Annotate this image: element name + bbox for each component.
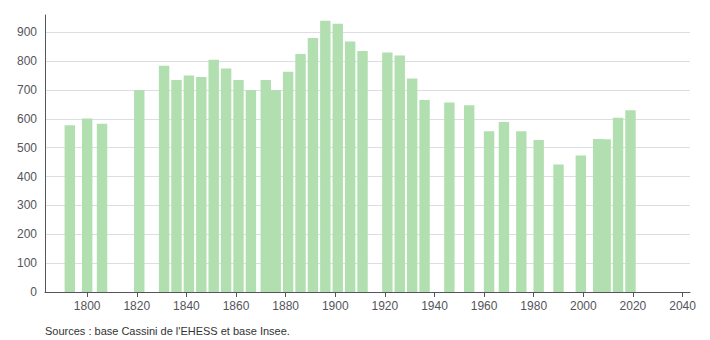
svg-text:1880: 1880 [272,299,299,313]
svg-text:700: 700 [17,83,37,97]
svg-text:1800: 1800 [74,299,101,313]
svg-text:100: 100 [17,256,37,270]
svg-text:1860: 1860 [223,299,250,313]
svg-text:1900: 1900 [322,299,349,313]
svg-text:2020: 2020 [620,299,647,313]
svg-text:300: 300 [17,198,37,212]
svg-text:200: 200 [17,227,37,241]
svg-text:1980: 1980 [520,299,547,313]
svg-text:600: 600 [17,112,37,126]
svg-text:1820: 1820 [123,299,150,313]
svg-text:900: 900 [17,25,37,39]
svg-text:2040: 2040 [669,299,696,313]
svg-text:1960: 1960 [471,299,498,313]
svg-text:1840: 1840 [173,299,200,313]
svg-text:0: 0 [30,285,37,299]
svg-text:Sources : base Cassini de l'EH: Sources : base Cassini de l'EHESS et bas… [45,325,290,337]
svg-text:800: 800 [17,54,37,68]
svg-text:500: 500 [17,141,37,155]
svg-text:1920: 1920 [372,299,399,313]
svg-text:400: 400 [17,170,37,184]
svg-text:1940: 1940 [421,299,448,313]
svg-text:2000: 2000 [570,299,597,313]
